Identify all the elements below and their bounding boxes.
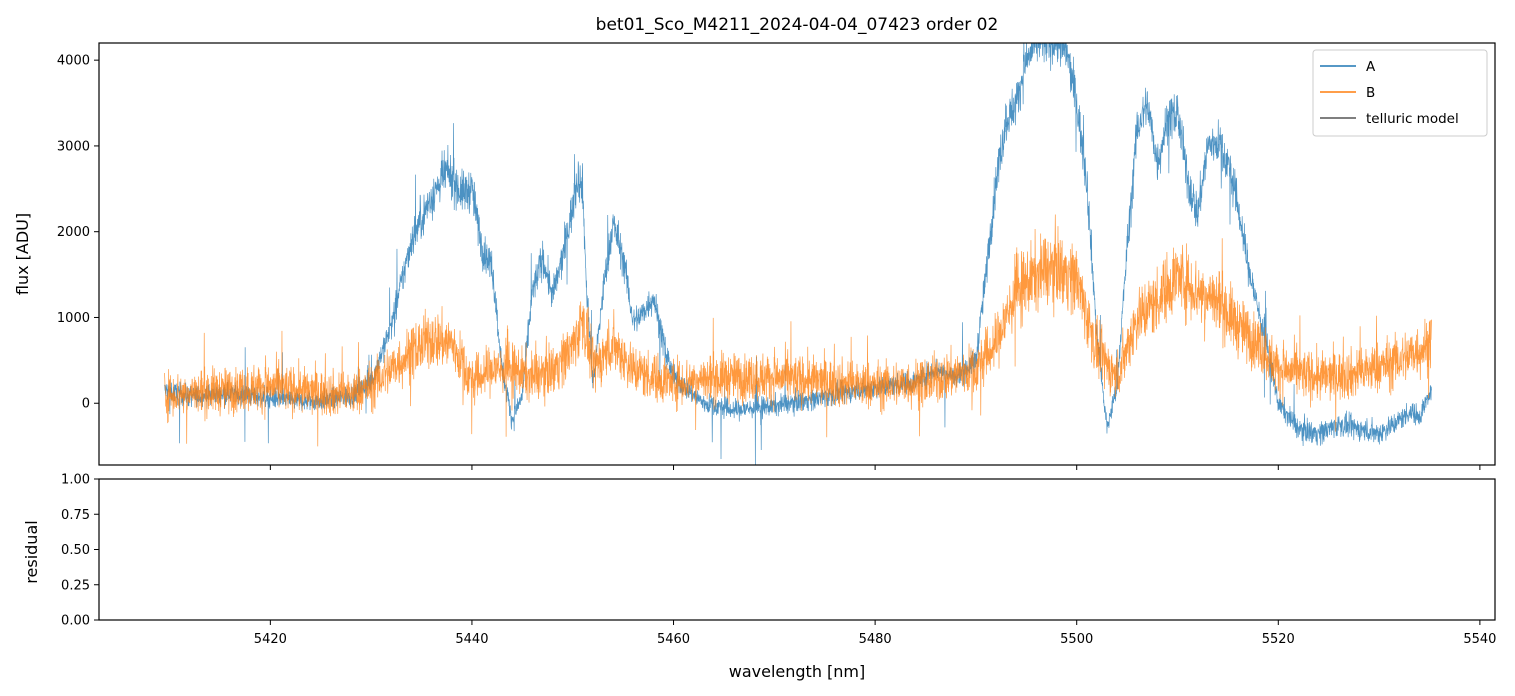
flux-y-tick-label: 3000 [57, 139, 90, 154]
flux-y-ticks: 0 1000 2000 3000 4000 [57, 54, 99, 412]
flux-panel: 0 1000 2000 3000 4000 flux [ADU] A B telluri… [13, 42, 1496, 470]
flux-y-tick-label: 1000 [57, 311, 90, 326]
flux-series-group [164, 43, 1432, 465]
residual-y-tick-label: 0.50 [61, 543, 90, 558]
chart-title: bet01_Sco_M4211_2024-04-04_07423 order 0… [596, 15, 999, 35]
residual-axis-label: residual [22, 520, 41, 583]
flux-x-ticks [269, 465, 1481, 470]
legend: A B telluric model [1312, 49, 1488, 137]
residual-y-tick-label: 1.00 [61, 473, 90, 488]
legend-label-b: B [1366, 85, 1375, 101]
series-line-a [164, 43, 1432, 465]
residual-y-ticks: 0.00 0.25 0.50 0.75 1.00 [61, 473, 99, 629]
flux-axis-label: flux [ADU] [13, 213, 32, 295]
wavelength-axis-label: wavelength [nm] [729, 662, 866, 681]
residual-y-tick-label: 0.25 [61, 578, 90, 593]
legend-label-a: A [1366, 59, 1376, 75]
residual-x-tick-label: 5500 [1060, 632, 1093, 647]
series-line-b [164, 214, 1432, 447]
residual-y-tick-label: 0.75 [61, 508, 90, 523]
legend-box [1312, 49, 1488, 137]
flux-panel-frame [98, 42, 1496, 466]
legend-label-telluric: telluric model [1366, 111, 1459, 127]
flux-y-tick-label: 0 [82, 397, 90, 412]
residual-panel: 0.00 0.25 0.50 0.75 1.00 5420 5440 5460 5480 550… [22, 473, 1496, 682]
flux-y-tick-label: 2000 [57, 225, 90, 240]
residual-x-tick-label: 5440 [455, 632, 488, 647]
residual-y-tick-label: 0.00 [61, 614, 90, 629]
residual-x-tick-label: 5540 [1463, 632, 1496, 647]
residual-x-tick-label: 5420 [254, 632, 287, 647]
residual-x-tick-label: 5520 [1262, 632, 1295, 647]
residual-x-tick-label: 5480 [859, 632, 892, 647]
flux-y-tick-label: 4000 [57, 54, 90, 69]
residual-x-ticks: 5420 5440 5460 5480 5500 5520 5540 [254, 620, 1496, 647]
residual-x-tick-label: 5460 [657, 632, 690, 647]
